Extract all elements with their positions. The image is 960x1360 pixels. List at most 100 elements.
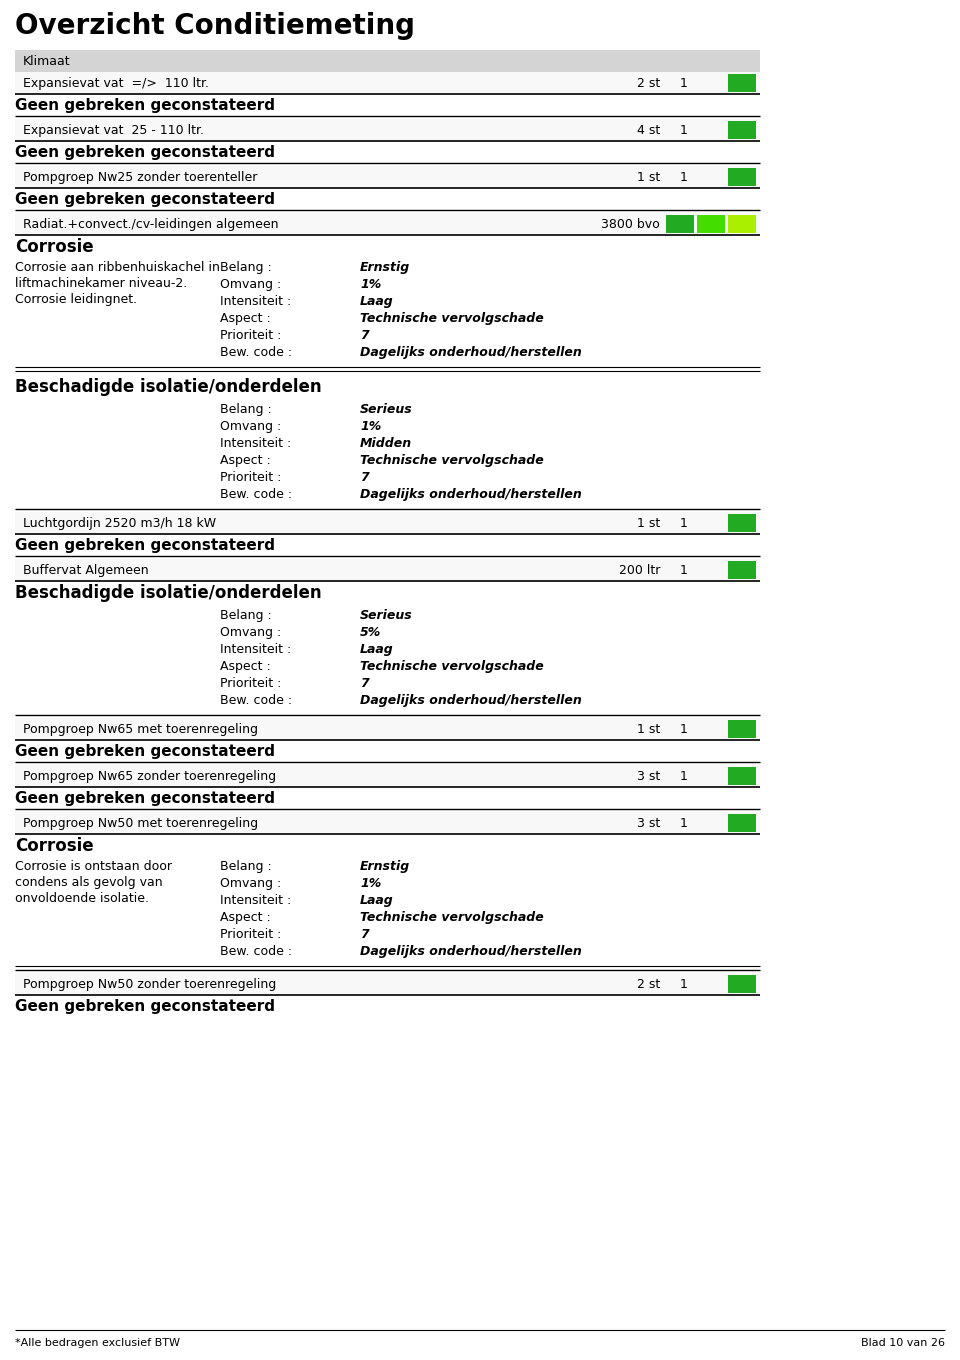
Text: Prioriteit :: Prioriteit : [220, 471, 281, 484]
Text: 3800 bvo: 3800 bvo [601, 218, 660, 231]
Text: 1: 1 [680, 724, 688, 736]
Text: Corrosie leidingnet.: Corrosie leidingnet. [15, 292, 137, 306]
Text: Beschadigde isolatie/onderdelen: Beschadigde isolatie/onderdelen [15, 583, 322, 602]
Text: 1 st: 1 st [636, 724, 660, 736]
Text: 1: 1 [680, 517, 688, 530]
Bar [728, 767, 756, 785]
Text: 5%: 5% [360, 626, 381, 639]
Text: 4 st: 4 st [636, 124, 660, 137]
Text: Laag: Laag [360, 643, 394, 656]
Text: Pompgroep Nw25 zonder toerenteller: Pompgroep Nw25 zonder toerenteller [23, 171, 257, 184]
Text: onvoldoende isolatie.: onvoldoende isolatie. [15, 892, 149, 904]
Text: 7: 7 [360, 928, 369, 941]
Bar [728, 719, 756, 738]
Text: Serieus: Serieus [360, 403, 413, 416]
Bar [697, 215, 725, 233]
Text: liftmachinekamer niveau-2.: liftmachinekamer niveau-2. [15, 277, 187, 290]
Bar [15, 166, 760, 188]
Text: Bew. code :: Bew. code : [220, 345, 292, 359]
Text: Aspect :: Aspect : [220, 454, 271, 466]
Bar [728, 73, 756, 92]
Text: Geen gebreken geconstateerd: Geen gebreken geconstateerd [15, 744, 275, 759]
Text: 1: 1 [680, 124, 688, 137]
Text: Geen gebreken geconstateerd: Geen gebreken geconstateerd [15, 539, 275, 554]
Text: Belang :: Belang : [220, 860, 272, 873]
Text: Corrosie aan ribbenhuiskachel in: Corrosie aan ribbenhuiskachel in [15, 261, 220, 273]
Text: Dagelijks onderhoud/herstellen: Dagelijks onderhoud/herstellen [360, 345, 582, 359]
Text: Prioriteit :: Prioriteit : [220, 329, 281, 341]
Text: Aspect :: Aspect : [220, 911, 271, 923]
Text: Beschadigde isolatie/onderdelen: Beschadigde isolatie/onderdelen [15, 378, 322, 396]
Text: Overzicht Conditiemeting: Overzicht Conditiemeting [15, 12, 415, 39]
Text: Omvang :: Omvang : [220, 277, 281, 291]
Bar [728, 514, 756, 532]
Text: condens als gevolg van: condens als gevolg van [15, 876, 162, 889]
Text: Expansievat vat  25 - 110 ltr.: Expansievat vat 25 - 110 ltr. [23, 124, 204, 137]
Text: Geen gebreken geconstateerd: Geen gebreken geconstateerd [15, 1000, 275, 1015]
Bar [15, 72, 760, 94]
Text: Technische vervolgschade: Technische vervolgschade [360, 311, 543, 325]
Text: Corrosie: Corrosie [15, 836, 94, 855]
Text: Prioriteit :: Prioriteit : [220, 928, 281, 941]
Text: Laag: Laag [360, 295, 394, 307]
Text: 2 st: 2 st [636, 78, 660, 90]
Text: 3 st: 3 st [636, 770, 660, 783]
Bar [15, 120, 760, 141]
Text: 1: 1 [680, 171, 688, 184]
Text: 1 st: 1 st [636, 517, 660, 530]
Text: Dagelijks onderhoud/herstellen: Dagelijks onderhoud/herstellen [360, 694, 582, 707]
Bar [15, 511, 760, 534]
Text: Dagelijks onderhoud/herstellen: Dagelijks onderhoud/herstellen [360, 945, 582, 957]
Text: Intensiteit :: Intensiteit : [220, 295, 291, 307]
Text: 1%: 1% [360, 277, 381, 291]
Text: Luchtgordijn 2520 m3/h 18 kW: Luchtgordijn 2520 m3/h 18 kW [23, 517, 216, 530]
Bar [15, 214, 760, 235]
Text: Corrosie is ontstaan door: Corrosie is ontstaan door [15, 860, 172, 873]
Text: Intensiteit :: Intensiteit : [220, 437, 291, 450]
Text: Geen gebreken geconstateerd: Geen gebreken geconstateerd [15, 192, 275, 207]
Text: Omvang :: Omvang : [220, 420, 281, 432]
Text: Serieus: Serieus [360, 609, 413, 622]
Text: Dagelijks onderhoud/herstellen: Dagelijks onderhoud/herstellen [360, 488, 582, 500]
Bar [15, 559, 760, 581]
Text: Laag: Laag [360, 894, 394, 907]
Text: 1%: 1% [360, 877, 381, 889]
Text: 1: 1 [680, 978, 688, 991]
Bar [15, 718, 760, 740]
Bar [15, 764, 760, 787]
Text: 1: 1 [680, 564, 688, 577]
Text: Aspect :: Aspect : [220, 660, 271, 673]
Text: Belang :: Belang : [220, 261, 272, 273]
Text: 200 ltr: 200 ltr [618, 564, 660, 577]
Text: 3 st: 3 st [636, 817, 660, 830]
Bar [728, 169, 756, 186]
Text: Omvang :: Omvang : [220, 626, 281, 639]
Bar [728, 975, 756, 993]
Bar [15, 972, 760, 996]
Text: Pompgroep Nw50 zonder toerenregeling: Pompgroep Nw50 zonder toerenregeling [23, 978, 276, 991]
Text: Expansievat vat  =/>  110 ltr.: Expansievat vat =/> 110 ltr. [23, 78, 209, 90]
Text: Prioriteit :: Prioriteit : [220, 677, 281, 690]
Bar [728, 215, 756, 233]
Text: Klimaat: Klimaat [23, 54, 71, 68]
Bar [728, 815, 756, 832]
Text: Technische vervolgschade: Technische vervolgschade [360, 660, 543, 673]
Bar [728, 121, 756, 139]
Text: 7: 7 [360, 677, 369, 690]
Text: Bew. code :: Bew. code : [220, 945, 292, 957]
Text: Bew. code :: Bew. code : [220, 488, 292, 500]
Text: Buffervat Algemeen: Buffervat Algemeen [23, 564, 149, 577]
Text: Pompgroep Nw65 zonder toerenregeling: Pompgroep Nw65 zonder toerenregeling [23, 770, 276, 783]
Text: 1: 1 [680, 78, 688, 90]
Text: 3: 3 [680, 218, 688, 231]
Text: Ernstig: Ernstig [360, 860, 410, 873]
Text: 1 st: 1 st [636, 171, 660, 184]
Text: Bew. code :: Bew. code : [220, 694, 292, 707]
Text: Geen gebreken geconstateerd: Geen gebreken geconstateerd [15, 792, 275, 806]
Text: Corrosie: Corrosie [15, 238, 94, 256]
Text: Geen gebreken geconstateerd: Geen gebreken geconstateerd [15, 146, 275, 160]
Text: Ernstig: Ernstig [360, 261, 410, 273]
Text: Intensiteit :: Intensiteit : [220, 894, 291, 907]
Text: Belang :: Belang : [220, 403, 272, 416]
Text: Aspect :: Aspect : [220, 311, 271, 325]
